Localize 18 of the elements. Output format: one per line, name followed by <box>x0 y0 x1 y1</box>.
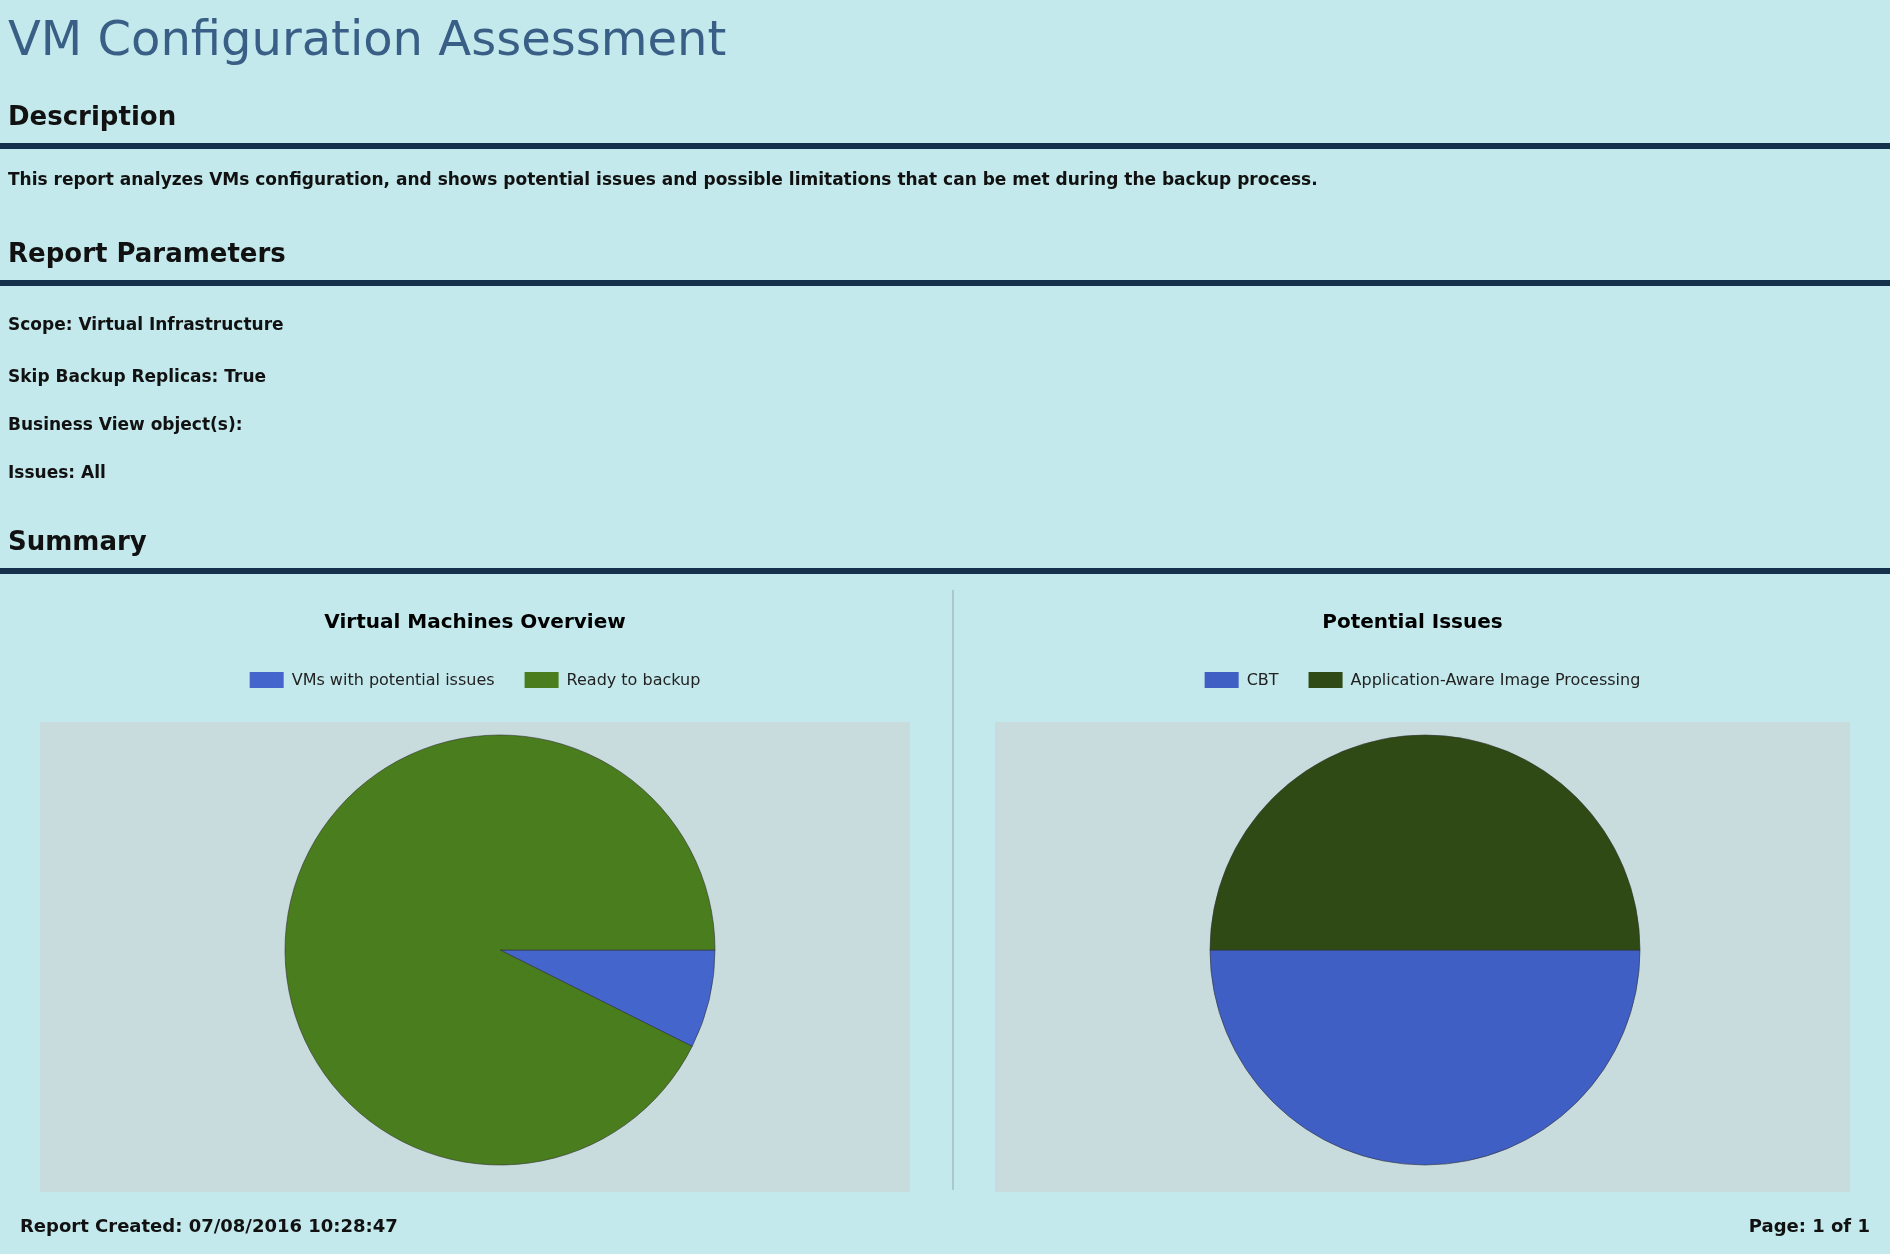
legend-label: CBT <box>1246 670 1279 689</box>
text: Page: 1 of 1 <box>1748 1215 1870 1236</box>
text: Skip Backup Replicas: True <box>8 366 267 386</box>
legend-label: VMs with potential issues <box>291 670 495 689</box>
text: Description <box>8 101 177 131</box>
text: This report analyzes VMs configuration, and shows potential issues and possible limitations that can be met during the backup process. <box>8 169 1318 189</box>
text: Report Created: 07/08/2016 10:28:47 <box>20 1215 398 1236</box>
text: VM Configuration Assessment <box>8 10 727 66</box>
text: Report Parameters <box>8 238 286 268</box>
legend-label: Ready to backup <box>566 670 701 689</box>
text: Business View object(s): <box>8 414 243 434</box>
chart-title: Virtual Machines Overview <box>324 609 626 633</box>
text: Scope: Virtual Infrastructure <box>8 314 284 334</box>
text: Summary <box>8 526 147 556</box>
legend-label: Application-Aware Image Processing <box>1350 670 1641 689</box>
text: Issues: All <box>8 462 106 482</box>
pie-slice <box>284 734 716 1165</box>
chart-title: Potential Issues <box>1322 609 1503 633</box>
